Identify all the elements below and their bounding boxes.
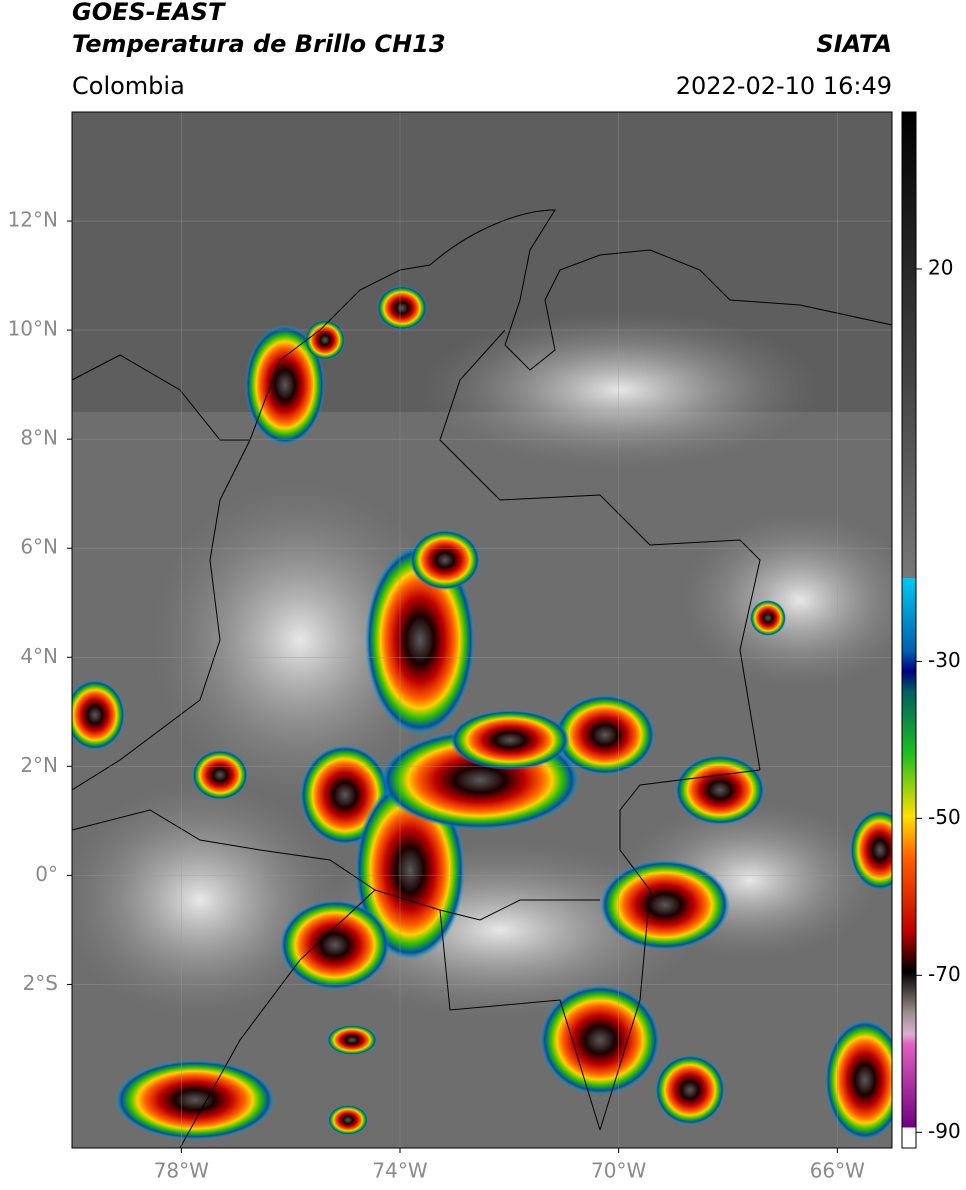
- colorbar-tick-label: -90: [928, 1119, 961, 1143]
- border-line: [599, 769, 761, 1131]
- x-tick-label: 78°W: [154, 1159, 209, 1183]
- storm: [555, 695, 655, 775]
- storm: [377, 286, 427, 330]
- border-line: [439, 329, 761, 771]
- storm: [655, 1055, 725, 1125]
- storm: [825, 1020, 892, 1140]
- storm: [750, 600, 786, 636]
- storms: [72, 286, 892, 1140]
- storm: [365, 545, 475, 735]
- storm: [600, 860, 730, 950]
- coastline: [249, 264, 431, 441]
- storm: [192, 750, 248, 800]
- y-tick-label: 0°: [35, 862, 58, 886]
- storm: [305, 320, 345, 360]
- title: GOES-EAST: [72, 0, 226, 26]
- y-tick-label: 2°N: [20, 753, 58, 777]
- y-tick-label: 8°N: [20, 426, 58, 450]
- storm: [850, 810, 892, 890]
- coastline: [72, 439, 251, 791]
- storm: [115, 1060, 275, 1140]
- colorbar-tick-label: -50: [928, 805, 961, 829]
- x-tick-label: 70°W: [591, 1159, 646, 1183]
- y-tick-label: 6°N: [20, 535, 58, 559]
- colorbar-tick-label: -30: [928, 648, 961, 672]
- storm: [540, 985, 660, 1095]
- map-frame: [71, 111, 893, 1149]
- storm: [245, 325, 325, 445]
- storm: [328, 1105, 368, 1135]
- border-line: [439, 909, 601, 1131]
- graticule: [72, 112, 892, 1148]
- y-tick-label: 4°N: [20, 644, 58, 668]
- source: SIATA: [816, 30, 892, 58]
- colorbar-tick-label: 20: [928, 255, 953, 279]
- cloud: [150, 480, 450, 800]
- colorbar: [901, 111, 917, 1149]
- storm: [410, 530, 480, 590]
- storm: [675, 755, 765, 825]
- coastline: [72, 354, 250, 441]
- storm: [327, 1025, 377, 1055]
- storm: [280, 900, 390, 990]
- coastline: [429, 209, 892, 371]
- x-tick-label: 74°W: [372, 1159, 427, 1183]
- map: [72, 112, 892, 1148]
- y-tick-label: 12°N: [8, 208, 58, 232]
- storm: [450, 710, 570, 770]
- timestamp: 2022-02-10 16:49: [676, 72, 892, 100]
- cloud: [72, 780, 340, 1020]
- region: Colombia: [72, 72, 185, 100]
- colorbar-tick-label: -70: [928, 962, 961, 986]
- cloud: [420, 310, 820, 470]
- border-line: [179, 889, 376, 1148]
- x-tick-label: 66°W: [810, 1159, 865, 1183]
- borders: [72, 209, 892, 1148]
- y-tick-label: 2°S: [23, 971, 58, 995]
- cloud: [680, 510, 892, 690]
- y-tick-label: 10°N: [8, 317, 58, 341]
- border-line: [72, 809, 600, 921]
- subtitle: Temperatura de Brillo CH13: [72, 30, 446, 58]
- storm: [72, 680, 125, 750]
